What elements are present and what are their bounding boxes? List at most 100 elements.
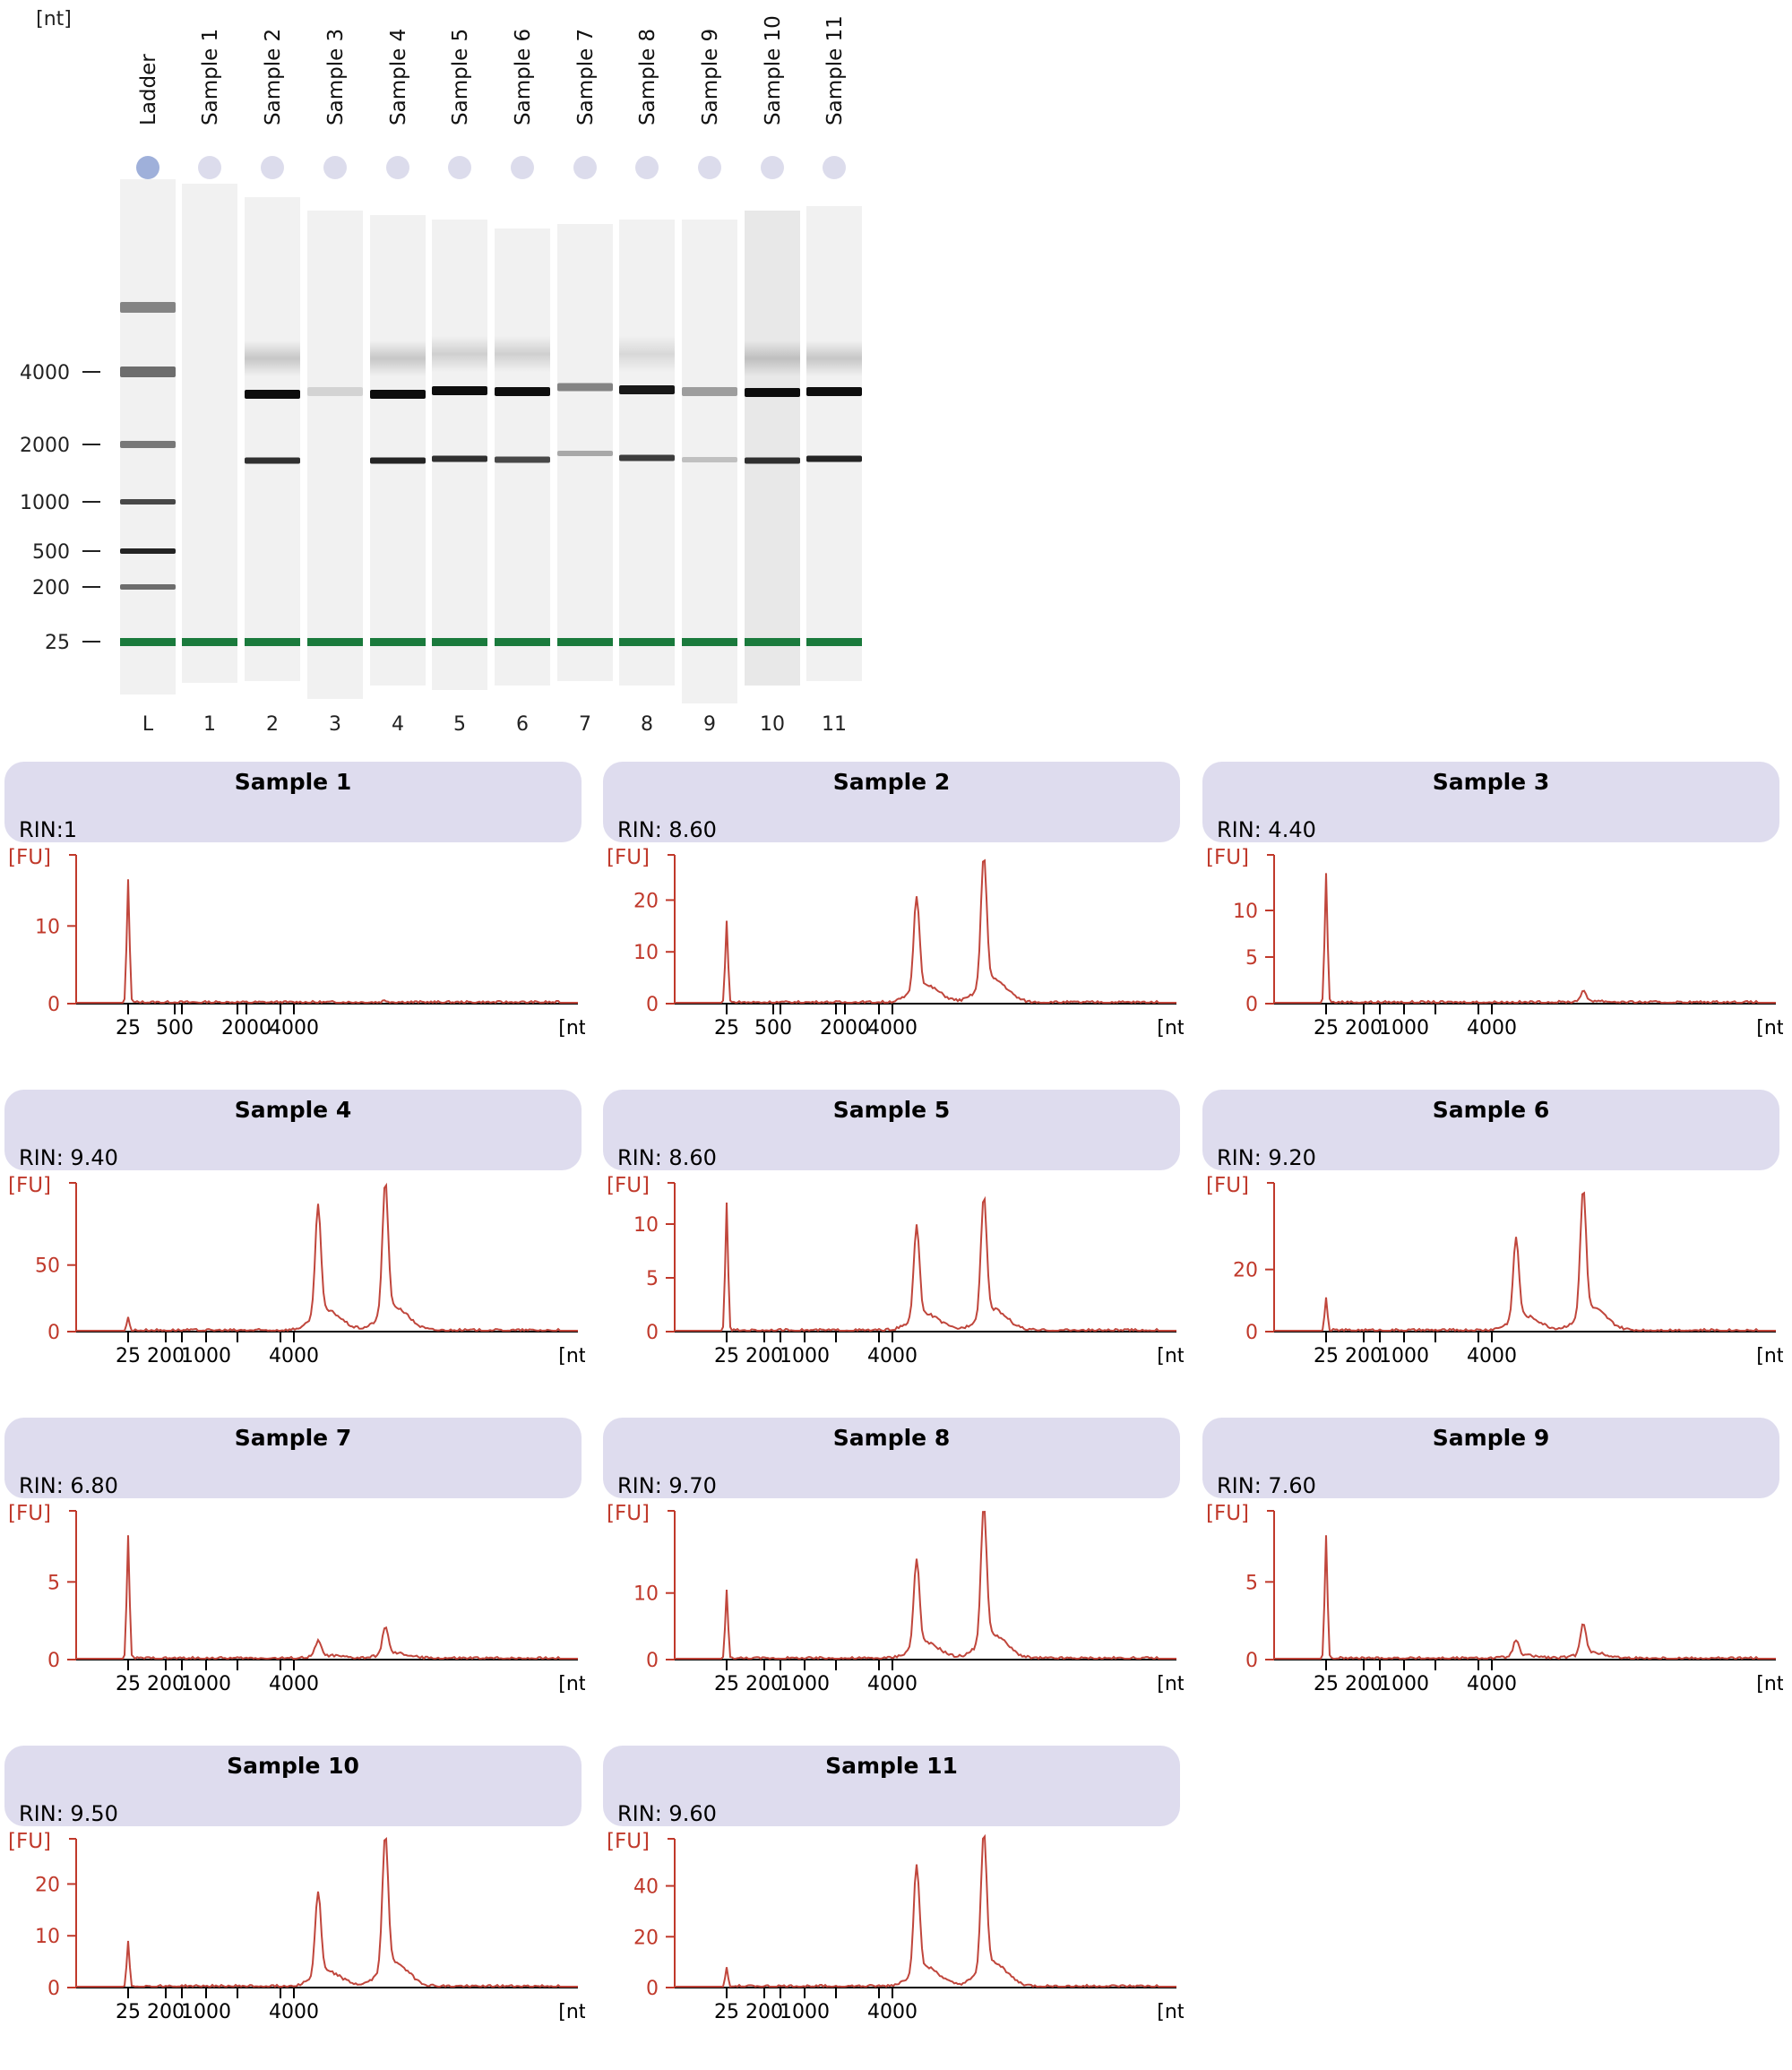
gel-band <box>120 367 176 377</box>
y-axis-label: [FU] <box>607 1174 650 1197</box>
electropherogram-panel: Sample 2 RIN: 8.60 [FU] 0 10 20 25 500 2000 4000[… <box>603 762 1184 1086</box>
lane-header: Sample 7 <box>574 29 598 125</box>
panel-header <box>603 762 1180 842</box>
gel-lane <box>682 220 737 703</box>
y-axis-label: [FU] <box>8 1502 51 1525</box>
gel-lane <box>557 224 613 681</box>
lane-header: Sample 6 <box>512 29 535 125</box>
gel-lane <box>120 179 176 694</box>
lane-header: Sample 4 <box>387 29 410 125</box>
x-axis-unit: [nt] <box>1756 1345 1783 1367</box>
panel-title: Sample 2 <box>832 769 951 795</box>
x-axis-unit: [nt] <box>1157 1345 1184 1367</box>
marker-band <box>307 638 363 646</box>
x-tick-label: 200 <box>147 2001 185 2023</box>
gel-band <box>619 385 675 394</box>
smear <box>245 341 300 376</box>
x-tick-label: 4000 <box>269 2001 319 2023</box>
panel-header <box>4 762 582 842</box>
gel-lane <box>432 220 487 690</box>
smear <box>495 336 550 372</box>
panel-title: Sample 7 <box>234 1425 352 1451</box>
y-tick-label: 0 <box>47 1978 60 2000</box>
x-tick-label: 25 <box>714 1345 739 1367</box>
y-tick-label: 0 <box>1245 1322 1258 1344</box>
marker-band <box>245 638 300 646</box>
gel-band <box>120 499 176 505</box>
gel-band <box>120 302 176 313</box>
gel-band <box>495 387 550 396</box>
gel-band <box>120 441 176 448</box>
x-tick-label: 200 <box>1345 1345 1383 1367</box>
x-tick-label: 200 <box>745 2001 783 2023</box>
gel-lane <box>307 211 363 699</box>
lane-header: Sample 3 <box>324 29 348 125</box>
y-tick-label: 10 <box>633 1583 659 1606</box>
y-tick-label: 20 <box>1233 1260 1258 1282</box>
rin-value: RIN: 9.50 <box>19 1801 118 1826</box>
x-tick-label: 25 <box>1314 1673 1339 1695</box>
x-tick-label: 1000 <box>181 1345 231 1367</box>
panel-header <box>1202 762 1779 842</box>
x-axis-unit: [nt] <box>558 1345 585 1367</box>
y-tick-label: 50 <box>35 1255 60 1278</box>
gel-lane <box>806 206 862 681</box>
rin-value: RIN: 9.40 <box>19 1145 118 1170</box>
lane-number: 8 <box>641 713 653 736</box>
x-tick-label: 200 <box>1345 1673 1383 1695</box>
smear <box>806 341 862 376</box>
y-tick-label: 0 <box>47 1650 60 1672</box>
electropherogram-trace <box>675 1195 1176 1333</box>
marker-band <box>745 638 800 646</box>
marker-band <box>495 638 550 646</box>
lane-number: 7 <box>579 713 591 736</box>
gel-band <box>619 454 675 461</box>
well-dot <box>136 156 159 179</box>
x-axis-unit: [nt] <box>558 1673 585 1695</box>
x-tick-label: 4000 <box>867 1017 918 1039</box>
y-axis-label: [FU] <box>8 846 51 869</box>
electropherogram-panel: Sample 6 RIN: 9.20 [FU] 0 20 25 200 1000 4000 [nt… <box>1202 1090 1783 1414</box>
electropherogram-trace <box>675 1833 1176 1988</box>
x-tick-label: 4000 <box>1467 1017 1517 1039</box>
gel-band <box>682 457 737 462</box>
lane-header: Sample 8 <box>636 29 659 125</box>
x-tick-label: 1000 <box>181 2001 231 2023</box>
well-dot <box>635 156 659 179</box>
lane-number: L <box>142 713 154 736</box>
x-tick-label: 1000 <box>780 1673 830 1695</box>
gel-lane <box>745 211 800 686</box>
panel-title: Sample 1 <box>234 769 352 795</box>
x-tick-label: 25 <box>714 1673 739 1695</box>
panel-title: Sample 6 <box>1432 1097 1550 1123</box>
gel-lane <box>245 197 300 681</box>
y-tick-label: 10 <box>633 1214 659 1237</box>
marker-band <box>557 638 613 646</box>
panel-header <box>603 1746 1180 1826</box>
smear <box>432 336 487 372</box>
smear <box>745 341 800 376</box>
y-tick-label: 5 <box>1245 1572 1258 1594</box>
lane-header: Sample 9 <box>699 29 722 125</box>
y-tick-label: 0 <box>1245 994 1258 1016</box>
panel-header <box>4 1090 582 1170</box>
y-tick-label: 0 <box>47 994 60 1016</box>
x-axis-unit: [nt] <box>1756 1673 1783 1695</box>
electropherogram-trace <box>76 879 578 1005</box>
well-dot <box>448 156 471 179</box>
y-tick-label: 0 <box>646 1978 659 2000</box>
rin-value: RIN: 9.20 <box>1217 1145 1316 1170</box>
lane-header: Sample 5 <box>449 29 472 125</box>
marker-band <box>432 638 487 646</box>
rin-value: RIN: 8.60 <box>617 817 717 842</box>
gel-band <box>307 387 363 396</box>
size-marker-label: 25 <box>45 632 70 654</box>
well-dot <box>198 156 221 179</box>
x-tick-label: 1000 <box>1379 1345 1429 1367</box>
